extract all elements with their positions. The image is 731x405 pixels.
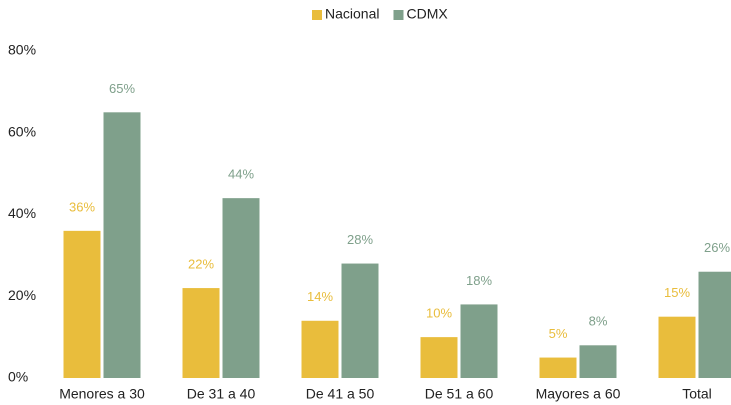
value-label: 22% [188, 257, 214, 272]
bar [222, 198, 260, 378]
bar [341, 263, 379, 378]
value-label: 36% [69, 199, 95, 214]
bar [658, 316, 696, 378]
value-label: 8% [589, 314, 608, 329]
x-tick-label: De 41 a 50 [306, 386, 375, 402]
x-tick-label: De 51 a 60 [425, 386, 494, 402]
x-tick-label: De 31 a 40 [187, 386, 256, 402]
value-label: 15% [664, 285, 690, 300]
y-tick-label: 0% [8, 369, 28, 385]
bar [460, 304, 498, 378]
x-tick-label: Mayores a 60 [536, 386, 621, 402]
value-label: 44% [228, 167, 254, 182]
value-label: 28% [347, 232, 373, 247]
value-label: 14% [307, 289, 333, 304]
legend-swatch [393, 10, 404, 20]
bar [63, 230, 101, 378]
y-tick-label: 80% [8, 42, 36, 58]
bar [182, 288, 220, 378]
y-tick-label: 20% [8, 287, 36, 303]
value-label: 26% [704, 240, 730, 255]
bar [301, 320, 339, 378]
y-tick-label: 40% [8, 205, 36, 221]
legend-label: CDMX [406, 6, 448, 22]
y-tick-label: 60% [8, 123, 36, 139]
value-label: 10% [426, 306, 452, 321]
legend-swatch [312, 10, 322, 20]
value-label: 18% [466, 273, 492, 288]
legend-label: Nacional [325, 6, 379, 22]
bar [539, 357, 577, 378]
bar [698, 271, 731, 378]
bar [579, 345, 617, 378]
x-tick-label: Total [682, 386, 712, 402]
bar [103, 112, 141, 378]
value-label: 65% [109, 81, 135, 96]
bar [420, 337, 458, 378]
x-tick-label: Menores a 30 [59, 386, 145, 402]
value-label: 5% [549, 326, 568, 341]
